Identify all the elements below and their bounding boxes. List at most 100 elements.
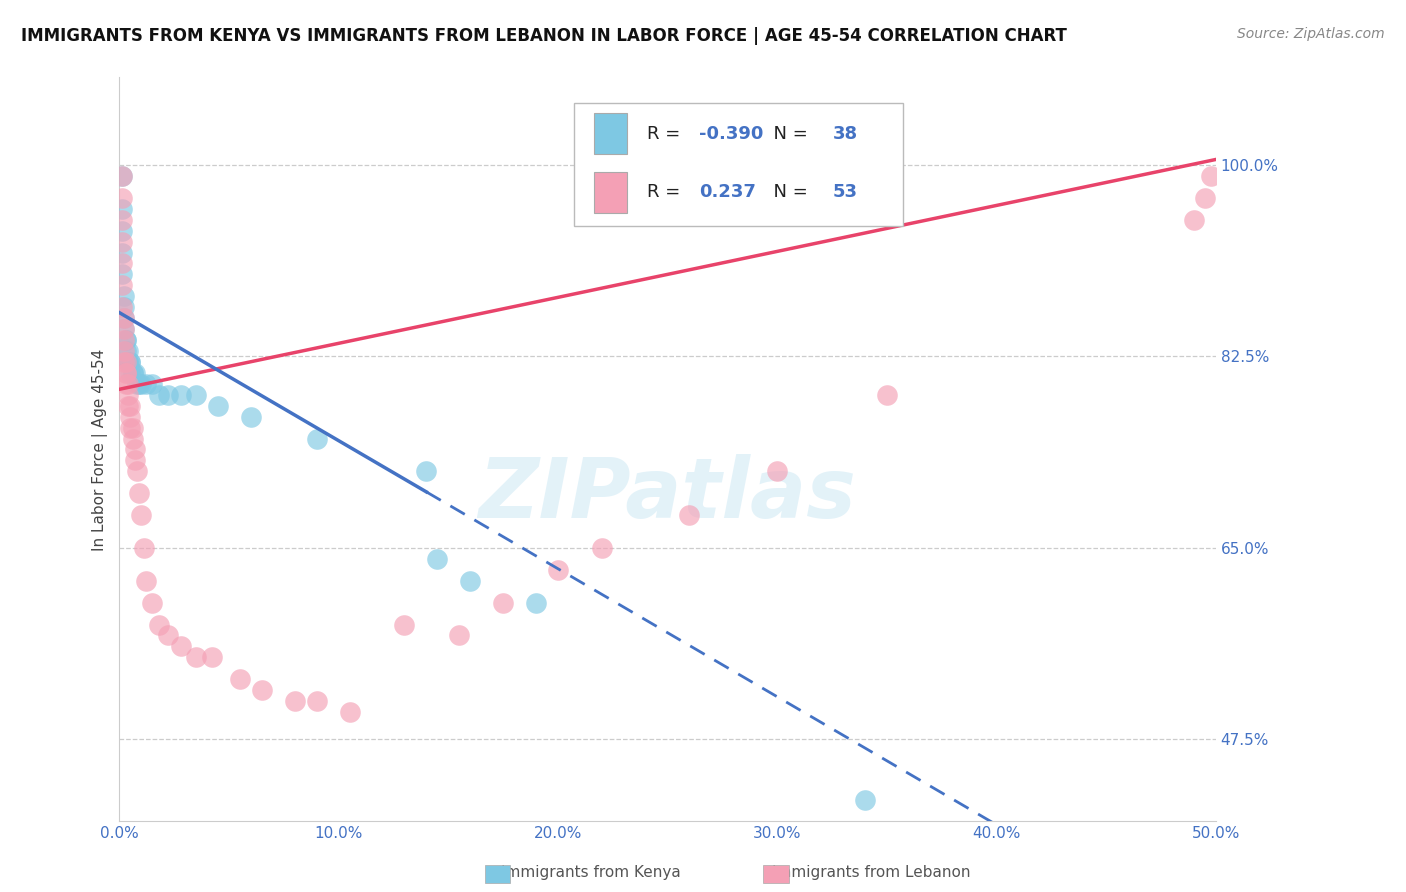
- Point: [156, 388, 179, 402]
- Point: [131, 508, 153, 522]
- Point: [1194, 191, 1216, 205]
- Point: [125, 376, 148, 391]
- Point: [111, 278, 134, 293]
- Point: [547, 563, 569, 577]
- Point: [117, 399, 139, 413]
- Point: [120, 409, 142, 424]
- Point: [141, 376, 163, 391]
- Point: [305, 694, 328, 708]
- Text: R =: R =: [647, 184, 686, 202]
- Point: [426, 552, 449, 566]
- Point: [449, 628, 471, 642]
- Point: [250, 683, 273, 698]
- Point: [229, 672, 252, 686]
- Point: [120, 355, 142, 369]
- Point: [524, 596, 547, 610]
- Text: -0.390: -0.390: [699, 125, 763, 143]
- Point: [148, 388, 170, 402]
- Point: [186, 388, 208, 402]
- Point: [1201, 169, 1223, 183]
- Point: [112, 300, 135, 314]
- Point: [111, 224, 134, 238]
- Point: [111, 268, 134, 282]
- Point: [120, 366, 142, 380]
- Point: [591, 541, 613, 555]
- Point: [394, 617, 416, 632]
- Point: [284, 694, 307, 708]
- Point: [115, 333, 138, 347]
- Point: [112, 311, 135, 326]
- Text: N =: N =: [762, 125, 813, 143]
- Text: ZIPatlas: ZIPatlas: [478, 454, 856, 534]
- Point: [415, 464, 437, 478]
- Text: 53: 53: [834, 184, 858, 202]
- Point: [117, 388, 139, 402]
- Point: [120, 420, 142, 434]
- Point: [111, 235, 134, 249]
- Point: [121, 366, 143, 380]
- Point: [115, 376, 138, 391]
- Point: [120, 399, 142, 413]
- Point: [111, 300, 134, 314]
- Point: [305, 432, 328, 446]
- Point: [115, 333, 138, 347]
- Point: [131, 376, 153, 391]
- Point: [124, 453, 146, 467]
- Point: [135, 574, 157, 588]
- Bar: [595, 172, 627, 213]
- Point: [156, 628, 179, 642]
- Text: Immigrants from Kenya: Immigrants from Kenya: [501, 865, 681, 880]
- Text: Source: ZipAtlas.com: Source: ZipAtlas.com: [1237, 27, 1385, 41]
- Point: [125, 464, 148, 478]
- Point: [141, 596, 163, 610]
- Point: [148, 617, 170, 632]
- Point: [128, 486, 150, 500]
- Point: [207, 399, 229, 413]
- Point: [112, 311, 135, 326]
- Point: [115, 366, 138, 380]
- Point: [876, 388, 898, 402]
- Text: Immigrants from Lebanon: Immigrants from Lebanon: [772, 865, 972, 880]
- Point: [112, 289, 135, 303]
- Point: [117, 343, 139, 358]
- Point: [240, 409, 263, 424]
- Point: [111, 212, 134, 227]
- Point: [124, 442, 146, 457]
- Point: [115, 355, 138, 369]
- Point: [111, 169, 134, 183]
- Point: [112, 355, 135, 369]
- Point: [121, 432, 143, 446]
- Point: [853, 792, 876, 806]
- Point: [112, 322, 135, 336]
- Point: [112, 343, 135, 358]
- Point: [121, 366, 143, 380]
- Point: [132, 541, 155, 555]
- Point: [112, 322, 135, 336]
- Point: [678, 508, 700, 522]
- Y-axis label: In Labor Force | Age 45-54: In Labor Force | Age 45-54: [93, 348, 108, 550]
- Point: [124, 366, 146, 380]
- Point: [120, 355, 142, 369]
- Point: [112, 333, 135, 347]
- Bar: [595, 113, 627, 154]
- Point: [111, 245, 134, 260]
- Point: [115, 343, 138, 358]
- Point: [115, 366, 138, 380]
- Point: [170, 388, 193, 402]
- Point: [200, 650, 222, 665]
- Bar: [575, 103, 903, 227]
- Point: [117, 376, 139, 391]
- Point: [117, 355, 139, 369]
- Point: [111, 202, 134, 216]
- Point: [111, 169, 134, 183]
- Point: [128, 376, 150, 391]
- Text: IMMIGRANTS FROM KENYA VS IMMIGRANTS FROM LEBANON IN LABOR FORCE | AGE 45-54 CORR: IMMIGRANTS FROM KENYA VS IMMIGRANTS FROM…: [21, 27, 1067, 45]
- Point: [117, 355, 139, 369]
- Text: 0.237: 0.237: [699, 184, 756, 202]
- Point: [458, 574, 481, 588]
- Point: [766, 464, 789, 478]
- Point: [170, 640, 193, 654]
- Text: N =: N =: [762, 184, 813, 202]
- Text: R =: R =: [647, 125, 686, 143]
- Point: [339, 705, 361, 719]
